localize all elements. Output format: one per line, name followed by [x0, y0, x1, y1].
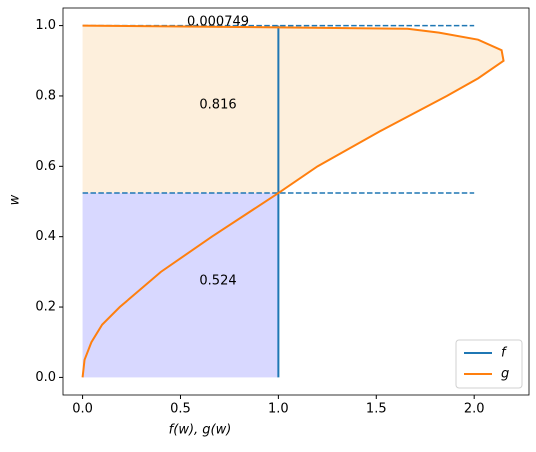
line-series: [81, 24, 505, 378]
y-tick-label: 0.4: [35, 229, 56, 244]
fill-region: [82, 25, 504, 194]
y-axis-label: w: [8, 194, 23, 205]
x-tick-label: 0.0: [72, 402, 93, 417]
legend-label: g: [501, 367, 509, 382]
annotation: 0.816: [199, 98, 236, 113]
x-axis-label: f(w), g(w): [169, 423, 232, 438]
y-tick-label: 0.8: [35, 88, 56, 103]
y-tick-label: 0.2: [35, 300, 56, 315]
x-tick-label: 1.5: [366, 402, 387, 417]
annotation: 0.000749: [187, 15, 249, 30]
y-tick-label: 0.6: [35, 159, 56, 174]
fill-region: [82, 193, 279, 378]
annotation: 0.524: [199, 274, 236, 289]
x-tick-label: 0.5: [170, 402, 191, 417]
legend-label: f: [501, 346, 508, 361]
legend-box: [455, 339, 523, 389]
y-tick-label: 0.0: [35, 370, 56, 385]
plot-frame: [62, 7, 530, 396]
y-tick-label: 1.0: [35, 18, 56, 33]
x-tick-label: 2.0: [464, 402, 485, 417]
x-tick-label: 1.0: [268, 402, 289, 417]
